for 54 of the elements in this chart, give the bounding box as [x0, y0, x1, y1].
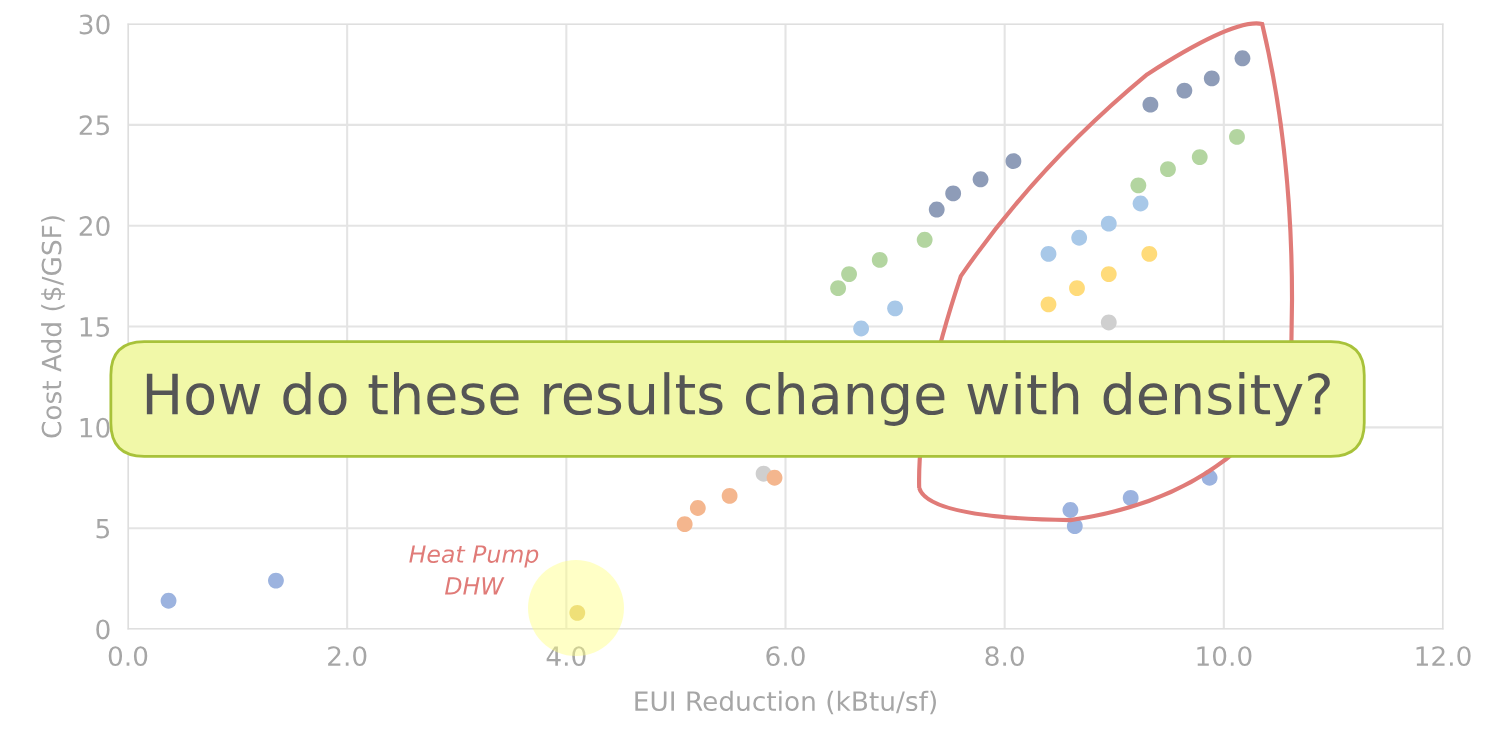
- point: [1122, 490, 1139, 506]
- y-tick-label: 5: [96, 518, 110, 539]
- annotation: Heat Pump DHW: [409, 545, 539, 595]
- point: [1132, 195, 1149, 212]
- point: [268, 572, 284, 589]
- x-axis-title: EUI Reduction (kBtu/sf): [635, 690, 936, 715]
- point: [972, 171, 989, 188]
- point: [1062, 502, 1079, 518]
- point: [1100, 215, 1117, 232]
- annotation: How do these results change with density?: [146, 372, 1330, 426]
- y-tick-label: 20: [79, 216, 110, 237]
- x-tick-label: 12.0: [1416, 646, 1471, 667]
- point: [1040, 296, 1057, 313]
- y-tick-label: 30: [79, 14, 110, 35]
- x-tick-label: 6.0: [766, 646, 805, 667]
- y-tick-label: 10: [80, 417, 110, 438]
- point: [1229, 129, 1245, 145]
- x-tick-label: 4.0: [546, 646, 586, 667]
- point: [1160, 161, 1176, 178]
- x-tick-label: 8.0: [985, 646, 1024, 667]
- point: [1141, 245, 1158, 262]
- point: [830, 280, 847, 297]
- point: [916, 231, 933, 248]
- point: [871, 252, 888, 268]
- point: [676, 516, 693, 533]
- point: [1142, 96, 1159, 113]
- point: [1005, 153, 1022, 170]
- point: [945, 185, 962, 202]
- point: [853, 320, 870, 337]
- point: [841, 266, 857, 282]
- x-tick-label: 10.0: [1197, 646, 1252, 667]
- point: [928, 201, 945, 218]
- point: [1234, 50, 1251, 67]
- x-tick-label: 0.0: [108, 646, 148, 667]
- point: [1071, 229, 1088, 246]
- point: [1100, 314, 1117, 331]
- point: [160, 592, 177, 609]
- point: [1130, 177, 1147, 194]
- point: [1069, 280, 1085, 297]
- point: [1040, 245, 1057, 262]
- point: [1100, 266, 1117, 282]
- point: [887, 300, 903, 317]
- point: [569, 604, 586, 621]
- point: [1203, 70, 1220, 87]
- point: [721, 487, 738, 504]
- y-tick-label: 15: [80, 317, 110, 337]
- point: [689, 500, 706, 516]
- point: [1191, 149, 1208, 166]
- y-tick-label: 25: [79, 115, 110, 136]
- point: [766, 469, 783, 486]
- point: [1176, 82, 1193, 99]
- y-tick-label: 0: [96, 619, 110, 640]
- y-axis-title: Cost Add ($/GSF): [41, 216, 66, 438]
- x-tick-label: 2.0: [328, 646, 367, 667]
